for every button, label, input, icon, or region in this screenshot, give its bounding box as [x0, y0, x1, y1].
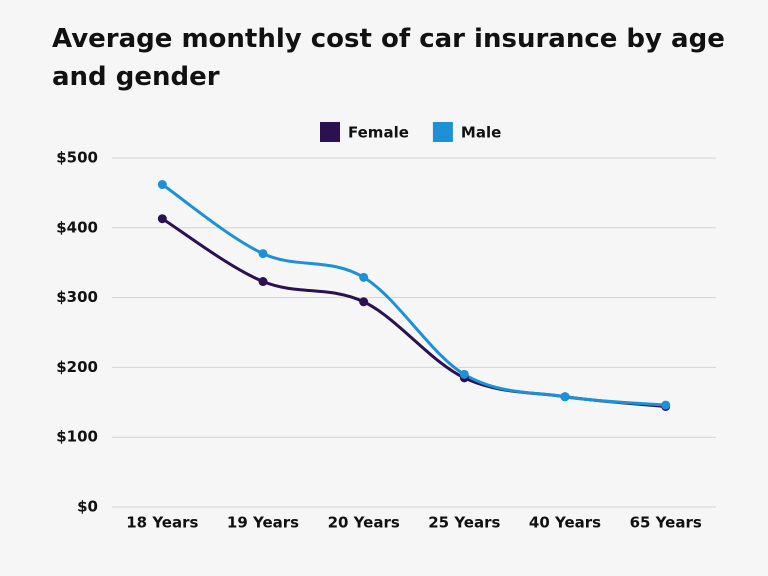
- x-tick-label: 25 Years: [428, 514, 500, 532]
- y-tick-label: $100: [56, 428, 98, 446]
- data-point: [661, 400, 671, 410]
- legend-swatch: [320, 122, 340, 142]
- data-point: [258, 277, 268, 287]
- x-tick-label: 40 Years: [529, 514, 601, 532]
- x-tick-label: 20 Years: [328, 514, 400, 532]
- x-tick-label: 19 Years: [227, 514, 299, 532]
- chart-title: Average monthly cost of car insurance by…: [52, 24, 725, 92]
- legend-swatch: [432, 122, 453, 142]
- series-line: [161, 217, 666, 408]
- data-point: [459, 369, 469, 379]
- data-point: [359, 272, 369, 282]
- x-tick-label: 18 Years: [126, 514, 198, 532]
- y-tick-label: $300: [56, 288, 98, 306]
- y-tick-label: $200: [56, 358, 98, 376]
- data-point: [157, 214, 167, 224]
- data-point: [359, 297, 369, 307]
- x-tick-label: 65 Years: [630, 514, 702, 532]
- data-point: [560, 392, 570, 402]
- y-tick-label: $500: [56, 149, 98, 167]
- y-tick-label: $400: [56, 218, 98, 236]
- series-line: [161, 183, 666, 407]
- y-tick-label: $0: [77, 498, 98, 516]
- legend-label: Female: [348, 124, 409, 142]
- legend-label: Male: [461, 124, 501, 142]
- data-point: [157, 180, 167, 190]
- data-point: [258, 249, 268, 259]
